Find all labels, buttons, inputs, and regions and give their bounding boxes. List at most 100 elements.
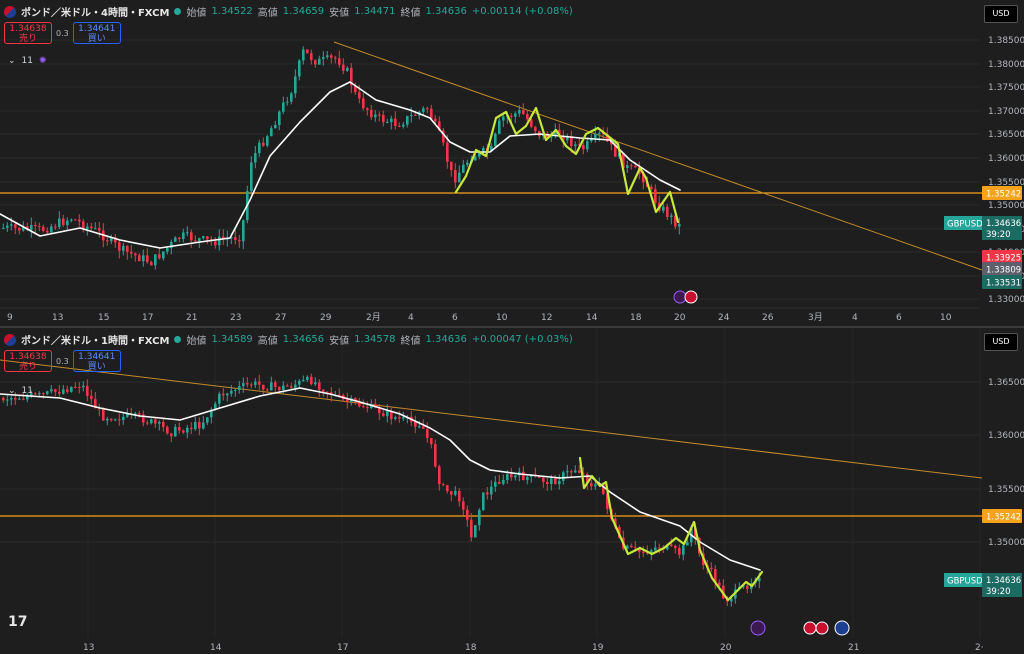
x-tick-label: 19 xyxy=(592,643,604,653)
candle-body xyxy=(286,385,289,387)
currency-pair-icon xyxy=(4,333,16,346)
level-price-tag: 1.35242 xyxy=(986,190,1021,200)
candle-body xyxy=(226,393,229,396)
candle-body xyxy=(478,509,481,526)
currency-selector[interactable]: USD xyxy=(984,333,1018,351)
alert-low-tag: 1.33531 xyxy=(986,279,1021,289)
candle-body xyxy=(502,479,505,484)
buy-button[interactable]: 1.34641 買い xyxy=(72,350,121,372)
candle-body xyxy=(18,398,21,400)
symbol-tag: GBPUSD xyxy=(947,577,983,587)
candle-body xyxy=(522,110,525,115)
candle-body xyxy=(358,92,361,99)
trend-line xyxy=(0,359,983,479)
tradingview-logo-icon[interactable]: 𝟭𝟳 xyxy=(8,614,28,630)
candle-body xyxy=(250,162,253,191)
price-chart-1h[interactable]: 1.36500 1.36000 1.35500 1.35000 13 14 17 18 19 20… xyxy=(0,328,1024,654)
candle-body xyxy=(158,421,161,424)
candle-body xyxy=(338,58,341,65)
candle-body xyxy=(122,245,125,251)
candle-body xyxy=(398,417,401,419)
symbol-title[interactable]: ポンド／米ドル・4時間・FXCM xyxy=(21,8,170,19)
candle-body xyxy=(758,577,761,582)
candle-body xyxy=(554,129,557,135)
candle-body xyxy=(94,399,97,409)
candle-body xyxy=(14,398,17,400)
candle-body xyxy=(182,232,185,239)
buy-button[interactable]: 1.34641 買い xyxy=(72,22,121,44)
candle-body xyxy=(374,114,377,118)
candle-body xyxy=(422,108,425,112)
candle-body xyxy=(402,124,405,127)
indicator-count[interactable]: 11 xyxy=(21,386,33,396)
x-tick-label: 18 xyxy=(630,313,642,323)
buy-label: 買い xyxy=(87,362,106,372)
x-tick-label: 17 xyxy=(142,313,153,323)
candle-body xyxy=(154,419,157,424)
candle-body xyxy=(398,125,401,127)
candle-body xyxy=(606,134,609,142)
candle-body xyxy=(626,165,629,168)
candle-body xyxy=(478,151,481,157)
symbol-title[interactable]: ポンド／米ドル・1時間・FXCM xyxy=(21,336,170,347)
moving-average-line xyxy=(0,387,761,571)
candle-body xyxy=(218,393,221,404)
price-chart-4h[interactable]: 1.38500 1.38000 1.37500 1.37000 1.36500 1.360… xyxy=(0,0,1024,326)
candle-body xyxy=(174,427,177,437)
indicator-settings-icon[interactable]: ✺ xyxy=(39,56,47,66)
candle-body xyxy=(314,60,317,65)
candle-body xyxy=(242,220,245,242)
candle-body xyxy=(410,115,413,117)
candle-body xyxy=(334,57,337,59)
candle-body xyxy=(178,427,181,431)
chevron-down-icon[interactable]: ⌄ xyxy=(8,386,16,396)
chevron-down-icon[interactable]: ⌄ xyxy=(8,56,16,66)
candle-body xyxy=(134,413,137,415)
symbol-tag: GBPUSD xyxy=(947,220,983,230)
candle-body xyxy=(674,545,677,549)
candle-body xyxy=(438,121,441,131)
candle-body xyxy=(370,109,373,118)
candle-body xyxy=(78,387,81,389)
candle-body xyxy=(182,430,185,433)
candle-body xyxy=(70,219,73,221)
candle-body xyxy=(78,219,81,222)
candle-body xyxy=(106,418,109,421)
candle-body xyxy=(526,476,529,481)
low-label: 安値 xyxy=(329,8,350,19)
candle-body xyxy=(466,509,469,520)
candle-body xyxy=(202,422,205,429)
currency-selector[interactable]: USD xyxy=(984,5,1018,23)
indicator-count[interactable]: 11 xyxy=(21,56,33,66)
candle-body xyxy=(482,492,485,510)
candle-body xyxy=(294,384,297,388)
symbol-header: ポンド／米ドル・4時間・FXCM 始値 1.34522 高値 1.34659 安値 1… xyxy=(4,4,573,19)
candle-body xyxy=(454,170,457,183)
candle-body xyxy=(266,136,269,146)
alert-mid-tag: 1.33809 xyxy=(986,266,1021,276)
candle-body xyxy=(318,382,321,390)
elliott-wave-drawing xyxy=(578,456,764,602)
chart-panel-1h[interactable]: 1.36500 1.36000 1.35500 1.35000 13 14 17 18 19 20… xyxy=(0,328,1024,654)
buy-price: 1.34641 xyxy=(78,24,116,34)
candle-body xyxy=(170,241,173,249)
candle-body xyxy=(354,85,357,93)
candle-body xyxy=(122,416,125,421)
candle-body xyxy=(34,393,37,395)
sell-button[interactable]: 1.34638 売り xyxy=(4,22,52,44)
candle-body xyxy=(390,410,393,419)
sell-button[interactable]: 1.34638 売り xyxy=(4,350,52,372)
candle-body xyxy=(562,472,565,481)
chart-panel-4h[interactable]: 1.38500 1.38000 1.37500 1.37000 1.36500 1.360… xyxy=(0,0,1024,328)
close-value: 1.34636 xyxy=(425,334,467,345)
x-tick-label: 21 xyxy=(848,643,859,653)
candle-body xyxy=(454,490,457,495)
symbol-tag-bg xyxy=(944,216,982,230)
x-tick-label: 13 xyxy=(52,313,63,323)
candle-body xyxy=(194,421,197,430)
candle-body xyxy=(186,232,189,234)
candle-body xyxy=(2,397,5,401)
candle-body xyxy=(306,49,309,54)
candle-body xyxy=(146,255,149,263)
candle-body xyxy=(126,245,129,252)
